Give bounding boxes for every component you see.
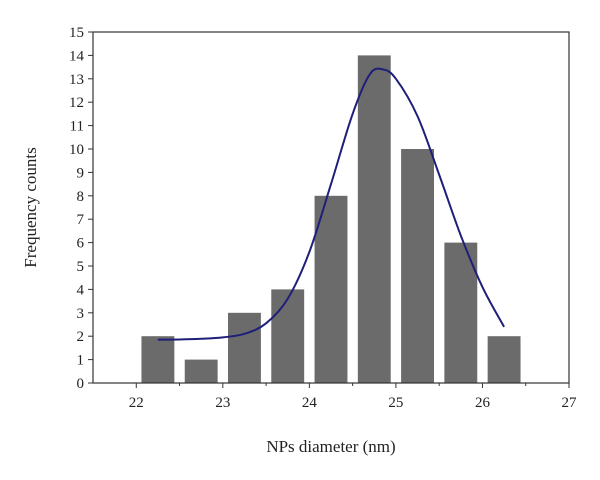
y-tick-label-10: 10 <box>69 142 84 158</box>
x-tick-label-5: 27 <box>562 395 578 411</box>
y-axis-label: Frequency counts <box>21 147 40 267</box>
bar-5 <box>357 55 391 384</box>
bars-group <box>141 55 521 384</box>
x-tick-label-3: 25 <box>388 395 403 411</box>
x-tick-label-4: 26 <box>475 395 491 411</box>
x-tick-label-0: 22 <box>129 395 144 411</box>
bar-2 <box>228 312 261 383</box>
y-tick-label-1: 1 <box>77 353 85 369</box>
bar-4 <box>314 195 348 383</box>
bar-6 <box>401 149 434 383</box>
y-tick-label-12: 12 <box>69 95 84 111</box>
fit-curve-line <box>157 67 505 341</box>
y-tick-label-8: 8 <box>77 189 85 205</box>
y-tick-label-7: 7 <box>77 212 85 228</box>
bar-0 <box>141 336 175 383</box>
bar-1 <box>184 359 218 383</box>
x-tick-label-2: 24 <box>302 395 318 411</box>
y-tick-label-14: 14 <box>69 48 85 64</box>
x-axis-ticks: 22 23 24 25 26 27 <box>129 383 577 411</box>
x-tick-label-1: 23 <box>215 395 230 411</box>
bar-3 <box>271 289 305 383</box>
y-tick-label-6: 6 <box>77 236 85 252</box>
bar-7 <box>444 242 478 383</box>
y-tick-label-2: 2 <box>77 329 85 345</box>
bar-8 <box>487 336 521 383</box>
y-tick-label-3: 3 <box>77 306 85 322</box>
y-tick-label-15: 15 <box>69 25 84 41</box>
x-axis-label: NPs diameter (nm) <box>266 437 395 456</box>
y-tick-label-4: 4 <box>77 282 85 298</box>
y-tick-label-11: 11 <box>70 119 84 135</box>
y-tick-label-9: 9 <box>77 165 85 181</box>
plot-frame <box>92 31 570 384</box>
y-tick-label-0: 0 <box>77 376 85 392</box>
y-tick-label-13: 13 <box>69 72 84 88</box>
y-tick-label-5: 5 <box>77 259 85 275</box>
